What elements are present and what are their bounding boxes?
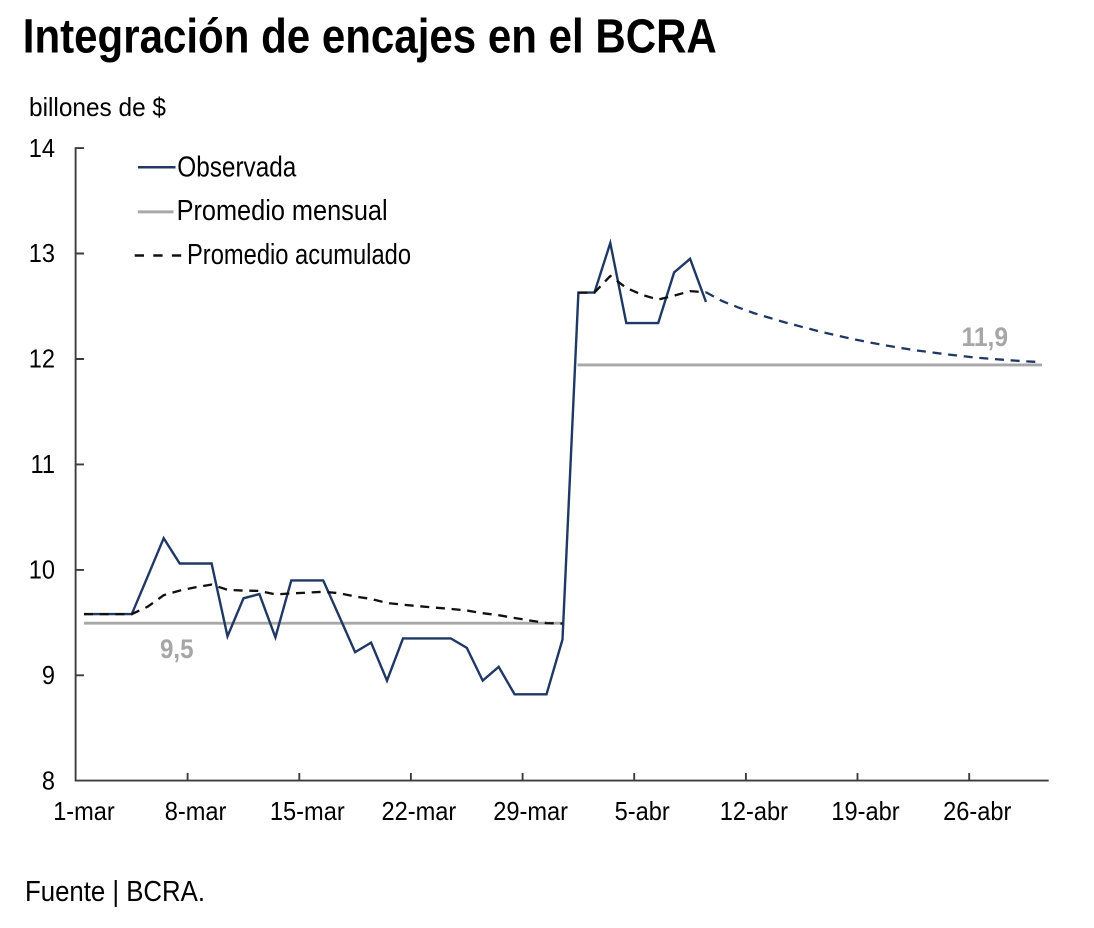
svg-text:Fuente | BCRA.: Fuente | BCRA. — [25, 876, 205, 908]
svg-text:26-abr: 26-abr — [943, 796, 1012, 826]
svg-text:8-mar: 8-mar — [165, 796, 227, 826]
svg-text:15-mar: 15-mar — [270, 796, 345, 826]
svg-text:9,5: 9,5 — [160, 634, 194, 664]
svg-text:12: 12 — [29, 344, 55, 374]
svg-text:1-mar: 1-mar — [53, 796, 115, 826]
svg-text:5-abr: 5-abr — [615, 796, 670, 826]
svg-text:Integración de encajes en el B: Integración de encajes en el BCRA — [23, 11, 717, 64]
svg-text:29-mar: 29-mar — [493, 796, 568, 826]
svg-text:9: 9 — [42, 660, 55, 690]
svg-text:12-abr: 12-abr — [720, 796, 789, 826]
svg-text:8: 8 — [42, 765, 55, 795]
svg-text:10: 10 — [29, 555, 55, 585]
svg-text:Observada: Observada — [177, 151, 297, 183]
svg-text:11,9: 11,9 — [962, 322, 1009, 352]
svg-text:Promedio acumulado: Promedio acumulado — [187, 239, 411, 271]
svg-text:billones de $: billones de $ — [29, 92, 167, 122]
svg-text:19-abr: 19-abr — [831, 796, 900, 826]
svg-text:Promedio mensual: Promedio mensual — [177, 195, 388, 227]
svg-text:14: 14 — [29, 133, 55, 163]
svg-text:22-mar: 22-mar — [382, 796, 457, 826]
svg-text:13: 13 — [29, 238, 55, 268]
svg-text:11: 11 — [31, 449, 56, 479]
